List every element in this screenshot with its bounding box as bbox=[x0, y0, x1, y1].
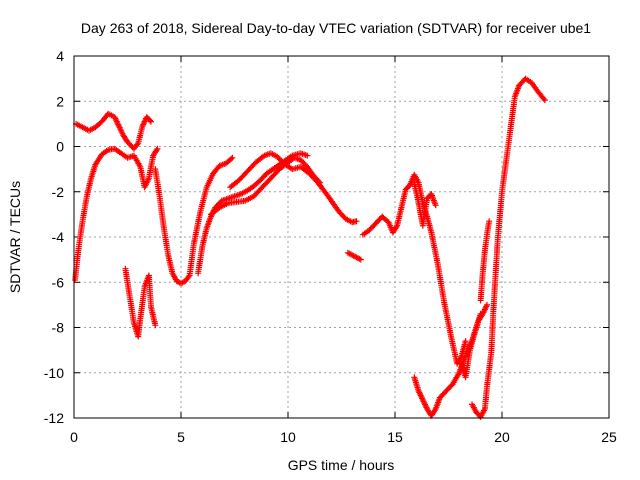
y-tick-label: 4 bbox=[56, 48, 64, 64]
x-tick-label: 5 bbox=[177, 429, 185, 445]
series-markers bbox=[152, 154, 236, 287]
series-7 bbox=[344, 249, 364, 263]
series-8 bbox=[359, 171, 469, 367]
series-markers bbox=[344, 249, 364, 263]
series-4 bbox=[195, 150, 311, 277]
series-markers bbox=[195, 150, 311, 277]
x-tick-label: 10 bbox=[280, 429, 296, 445]
data-points bbox=[72, 75, 548, 420]
series-12 bbox=[469, 75, 548, 420]
x-tick-label: 20 bbox=[494, 429, 510, 445]
chart-title: Day 263 of 2018, Sidereal Day-to-day VTE… bbox=[81, 20, 591, 36]
grid bbox=[74, 56, 609, 418]
series-markers bbox=[411, 179, 439, 229]
y-tick-label: -12 bbox=[44, 410, 64, 426]
series-markers bbox=[359, 171, 469, 367]
series-markers bbox=[469, 75, 548, 420]
series-2 bbox=[152, 154, 236, 287]
series-markers bbox=[458, 301, 490, 381]
x-tick-label: 15 bbox=[387, 429, 403, 445]
series-9 bbox=[411, 179, 439, 229]
series-0 bbox=[73, 110, 154, 152]
series-markers bbox=[477, 218, 493, 304]
series-markers bbox=[73, 110, 154, 152]
series-3 bbox=[122, 265, 159, 340]
y-axis-label: SDTVAR / TECUs bbox=[7, 181, 23, 293]
x-tick-label: 25 bbox=[601, 429, 617, 445]
plot-frame bbox=[73, 55, 610, 419]
y-tick-label: -2 bbox=[52, 184, 65, 200]
series-markers bbox=[208, 154, 324, 218]
tick-labels: 0 5 10 15 20 25 -12 -10 -8 -6 -4 -2 0 2 4 bbox=[44, 48, 617, 445]
series-markers bbox=[122, 265, 159, 340]
series-6 bbox=[208, 154, 324, 218]
series-markers bbox=[72, 145, 161, 283]
x-axis-label: GPS time / hours bbox=[288, 457, 395, 473]
y-tick-label: -6 bbox=[52, 274, 65, 290]
y-tick-label: 2 bbox=[56, 93, 64, 109]
y-tick-label: 0 bbox=[56, 139, 64, 155]
x-tick-label: 0 bbox=[70, 429, 78, 445]
y-tick-label: -4 bbox=[52, 229, 65, 245]
series-13 bbox=[477, 218, 493, 304]
series-1 bbox=[72, 145, 161, 283]
series-11 bbox=[458, 301, 490, 381]
y-tick-label: -10 bbox=[44, 365, 64, 381]
y-tick-label: -8 bbox=[52, 320, 65, 336]
